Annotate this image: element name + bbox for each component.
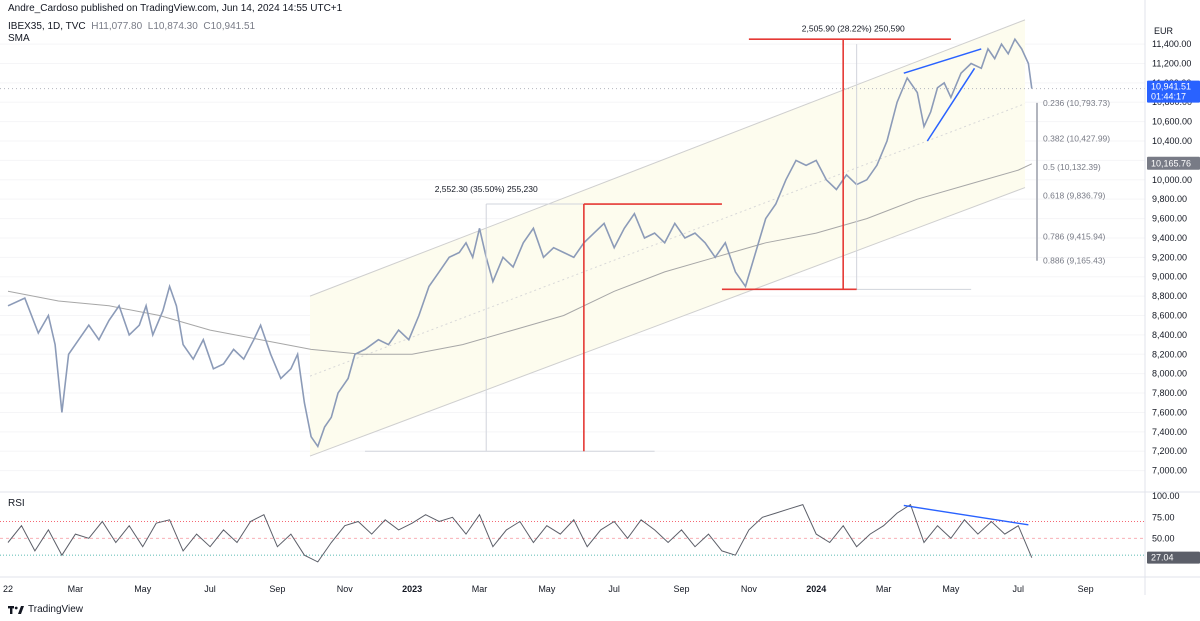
- time-tick-label: May: [942, 584, 960, 594]
- tradingview-logo[interactable]: TradingView: [8, 604, 83, 615]
- price-tick-label: 8,800.00: [1152, 291, 1187, 301]
- time-tick-label: Sep: [674, 584, 690, 594]
- time-tick-label: Jul: [204, 584, 216, 594]
- symbol-legend: IBEX35, 1D, TVC H11,077.80 L10,874.30 C1…: [8, 21, 256, 32]
- price-tick-label: 10,600.00: [1152, 117, 1192, 127]
- time-tick-label: Sep: [1078, 584, 1094, 594]
- fib-level-label: 0.5 (10,132.39): [1043, 162, 1101, 172]
- rsi-tick-label: 100.00: [1152, 491, 1180, 501]
- price-tick-label: 8,200.00: [1152, 349, 1187, 359]
- price-tick-label: 10,400.00: [1152, 136, 1192, 146]
- channel-lower-line: [309, 187, 1026, 457]
- time-tick-label: Mar: [472, 584, 488, 594]
- time-tick-label: May: [134, 584, 152, 594]
- ohlc-low: 10,874.30: [153, 21, 198, 32]
- rsi-pane: 100.00 75.00 50.00: [0, 491, 1180, 563]
- last-price-value: 10,941.51: [1151, 82, 1191, 92]
- price-tick-label: 8,600.00: [1152, 311, 1187, 321]
- fib-level-label: 0.618 (9,836.79): [1043, 191, 1106, 201]
- tradingview-icon: [8, 605, 24, 614]
- measure-1-label: 2,552.30 (35.50%) 255,230: [435, 184, 538, 194]
- fib-level-label: 0.886 (9,165.43): [1043, 256, 1106, 266]
- sma-value-badge: [1147, 156, 1200, 170]
- wedge-lower-line: [926, 67, 976, 142]
- rsi-value: 27.04: [1151, 553, 1174, 563]
- symbol-name: IBEX35, 1D, TVC: [8, 21, 86, 32]
- sma-line: [7, 163, 1033, 355]
- wedge-upper-line: [903, 48, 982, 74]
- fib-level-label: 0.236 (10,793.73): [1043, 98, 1110, 108]
- currency-label: EUR: [1154, 26, 1174, 36]
- last-price-badge: [1147, 80, 1200, 103]
- rsi-divergence-line: [903, 504, 1029, 526]
- time-axis[interactable]: 22 Mar May Jul Sep Nov 2023 Mar May Jul Sep Nov 2024…: [0, 576, 1200, 594]
- time-tick-label: Nov: [741, 584, 758, 594]
- time-tick-label: 2024: [806, 584, 826, 594]
- fib-level-label: 0.382 (10,427.99): [1043, 133, 1110, 143]
- time-tick-label: Sep: [269, 584, 285, 594]
- rsi-tick-label: 50.00: [1152, 533, 1175, 543]
- time-tick-label: Nov: [337, 584, 354, 594]
- time-tick-label: Jul: [1013, 584, 1025, 594]
- price-tick-label: 9,800.00: [1152, 194, 1187, 204]
- publisher-line: Andre_Cardoso published on TradingView.c…: [8, 3, 343, 14]
- time-tick-label: 2023: [402, 584, 422, 594]
- price-tick-label: 7,000.00: [1152, 466, 1187, 476]
- price-tick-label: 7,400.00: [1152, 427, 1187, 437]
- time-tick-label: 22: [3, 584, 13, 594]
- rsi-tick-label: 75.00: [1152, 512, 1175, 522]
- price-tick-label: 8,000.00: [1152, 369, 1187, 379]
- ohlc-close: 10,941.51: [210, 21, 256, 32]
- time-tick-label: Mar: [876, 584, 892, 594]
- price-tick-label: 9,200.00: [1152, 252, 1187, 262]
- ohlc-high: 11,077.80: [98, 21, 143, 32]
- fib-retracement: 0.236 (10,793.73) 0.382 (10,427.99) 0.5 (1…: [1036, 98, 1110, 266]
- channel-upper-line: [309, 19, 1026, 297]
- rsi-value-badge: [1147, 551, 1200, 564]
- price-tick-label: 8,400.00: [1152, 330, 1187, 340]
- price-tick-label: 7,200.00: [1152, 446, 1187, 456]
- fib-level-label: 0.786 (9,415.94): [1043, 231, 1106, 241]
- indicator-legend-rsi[interactable]: RSI: [8, 498, 25, 509]
- price-tick-label: 11,400.00: [1152, 39, 1191, 49]
- time-tick-label: Mar: [68, 584, 84, 594]
- price-tick-label: 7,600.00: [1152, 407, 1187, 417]
- rsi-line: [7, 503, 1033, 563]
- annotations: 2,552.30 (35.50%) 255,230 2,505.90 (28.22…: [364, 23, 982, 452]
- price-tick-label: 7,800.00: [1152, 388, 1187, 398]
- time-tick-label: Jul: [608, 584, 620, 594]
- indicator-legend-sma[interactable]: SMA: [8, 33, 30, 44]
- time-tick-label: May: [538, 584, 556, 594]
- price-tick-label: 9,000.00: [1152, 272, 1187, 282]
- price-tick-label: 10,000.00: [1152, 175, 1192, 185]
- countdown-value: 01:44:17: [1151, 92, 1186, 102]
- measure-2-label: 2,505.90 (28.22%) 250,590: [802, 23, 905, 33]
- price-tick-label: 9,400.00: [1152, 233, 1187, 243]
- price-tick-label: 11,200.00: [1152, 58, 1191, 68]
- sma-value: 10,165.76: [1151, 159, 1191, 169]
- price-tick-label: 9,600.00: [1152, 214, 1187, 224]
- price-series: [7, 37, 1033, 449]
